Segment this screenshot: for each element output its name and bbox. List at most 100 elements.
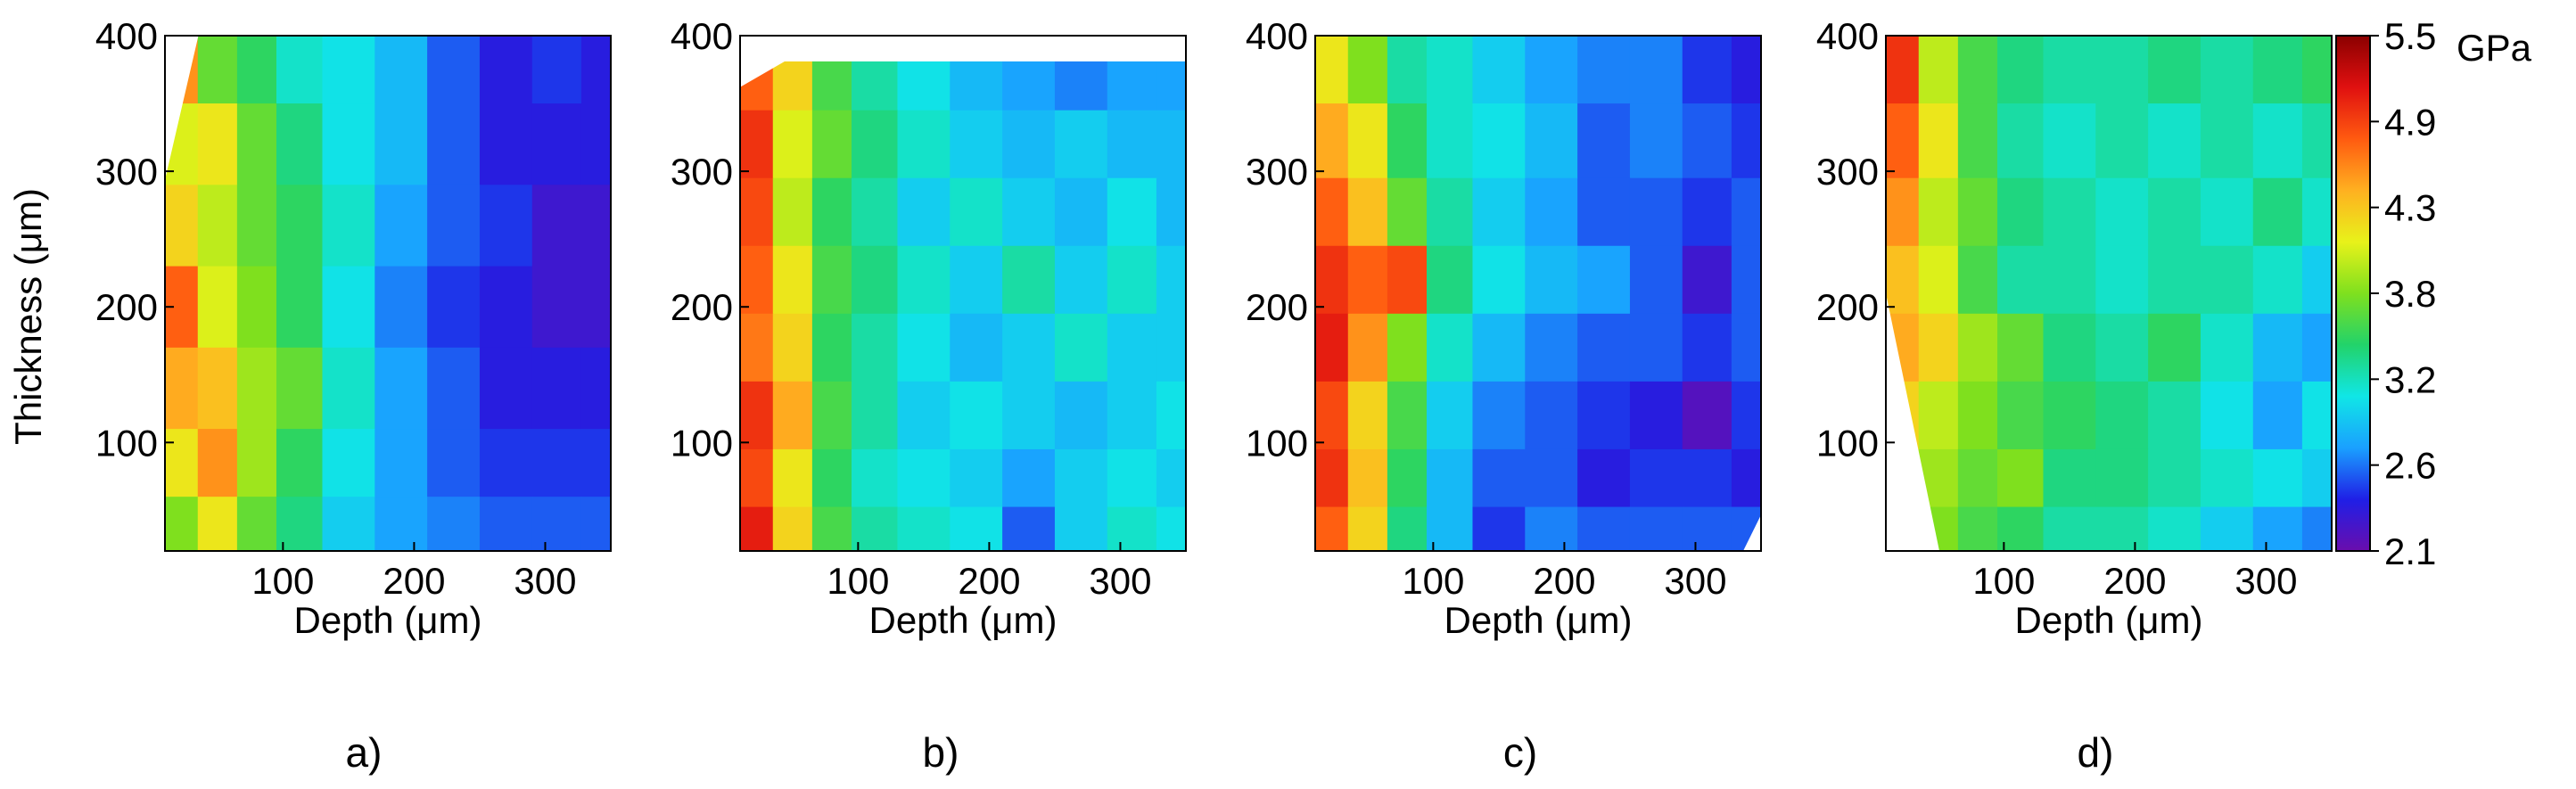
heatmap-cell: [1629, 177, 1683, 247]
heatmap-cell: [1918, 381, 1959, 450]
heatmap-cell: [531, 429, 582, 497]
heatmap-cell: [1629, 245, 1683, 315]
heatmap-cell: [1315, 381, 1349, 450]
heatmap-cell: [2148, 245, 2202, 315]
heatmap-cell: [165, 497, 199, 551]
heatmap-cell: [1002, 313, 1056, 382]
heatmap-cell: [2095, 381, 2149, 450]
heatmap-cell: [1682, 245, 1732, 315]
heatmap-cell: [276, 266, 324, 349]
heatmap-cell: [2043, 103, 2096, 179]
x-tick-label: 200: [958, 560, 1020, 602]
heatmap-cell: [740, 177, 774, 247]
heatmap-cell: [950, 506, 1003, 551]
heatmap-cell: [2148, 506, 2202, 551]
heatmap-cell: [1387, 313, 1428, 382]
heatmap-cell: [374, 266, 428, 349]
heatmap-cell: [1472, 381, 1526, 450]
heatmap-cell: [1682, 177, 1732, 247]
heatmap-cell: [1629, 506, 1683, 551]
heatmap-cell: [2043, 381, 2096, 450]
heatmap-cell: [1347, 103, 1388, 179]
heatmap-cell: [1315, 245, 1349, 315]
heatmap-cell: [1156, 313, 1186, 382]
heatmap-cell: [852, 177, 899, 247]
heatmap-cell: [479, 347, 533, 430]
colorbar-tick-label: 4.9: [2384, 101, 2436, 143]
heatmap-cell: [2301, 381, 2332, 450]
panel-label: a): [346, 729, 383, 776]
x-tick-label: 200: [2103, 560, 2166, 602]
heatmap-cell: [2301, 36, 2332, 104]
heatmap-cell: [2301, 177, 2332, 247]
heatmap-cell: [2252, 245, 2303, 315]
heatmap-cell: [897, 110, 951, 179]
heatmap-cell: [1918, 103, 1959, 179]
heatmap-cell: [276, 497, 324, 551]
heatmap-cell: [165, 429, 199, 497]
heatmap-cell: [236, 185, 277, 267]
heatmap-cell: [1472, 448, 1526, 508]
heatmap-cell: [740, 381, 774, 450]
heatmap-cell: [1387, 103, 1428, 179]
heatmap-cell: [479, 185, 533, 267]
heatmap-cell: [2252, 313, 2303, 382]
heatmap-cell: [1997, 381, 2045, 450]
heatmap-cell: [479, 429, 533, 497]
heatmap-cell: [374, 103, 428, 185]
heatmap-cell: [2043, 448, 2096, 508]
heatmap-cell: [1997, 177, 2045, 247]
heatmap-cell: [1002, 110, 1056, 179]
heatmap-cell: [1525, 381, 1578, 450]
y-tick-label: 200: [1246, 286, 1308, 328]
heatmap-cell: [1472, 36, 1526, 104]
heatmap-cell: [1957, 313, 1998, 382]
heatmap-cell: [1107, 177, 1157, 247]
heatmap-cell: [1315, 448, 1349, 508]
y-tick-label: 200: [95, 286, 158, 328]
heatmap-cell: [1156, 448, 1186, 508]
heatmap-cell: [1002, 506, 1056, 551]
colorbar-bar: [2335, 35, 2371, 552]
heatmap-cell: [1472, 245, 1526, 315]
heatmap-cell: [276, 36, 324, 104]
heatmap-cell: [1577, 103, 1631, 179]
heatmap-cell: [1002, 177, 1056, 247]
heatmap-cell: [1054, 177, 1108, 247]
heatmap-cell: [740, 110, 774, 179]
heatmap-cell: [580, 36, 611, 104]
heatmap-cell: [1156, 177, 1186, 247]
heatmap-cell: [2252, 177, 2303, 247]
heatmap-cell: [1347, 313, 1388, 382]
heatmap-cell: [1957, 506, 1998, 551]
heatmap-cell: [1315, 177, 1349, 247]
y-tick-label: 200: [671, 286, 733, 328]
heatmap-cell: [1107, 110, 1157, 179]
heatmap-cell: [531, 266, 582, 349]
heatmap-cell: [2148, 381, 2202, 450]
heatmap-cell: [1387, 381, 1428, 450]
heatmap-cell: [2148, 313, 2202, 382]
heatmap-cell: [197, 185, 238, 267]
heatmap-cell: [1577, 36, 1631, 104]
x-axis-title: Depth (μm): [1444, 599, 1633, 641]
heatmap-cell: [374, 429, 428, 497]
heatmap-cell: [1957, 448, 1998, 508]
heatmap-cell: [1315, 506, 1349, 551]
heatmap-cell: [1918, 36, 1959, 104]
heatmap-cell: [427, 103, 481, 185]
y-tick-label: 400: [1246, 15, 1308, 57]
heatmap-cell: [811, 245, 852, 315]
y-tick-label: 100: [671, 422, 733, 464]
heatmap-cell: [236, 347, 277, 430]
heatmap-cell: [1682, 103, 1732, 179]
x-tick-label: 300: [2234, 560, 2297, 602]
heatmap-cell: [811, 110, 852, 179]
heatmap-cell: [852, 313, 899, 382]
heatmap-cell: [1107, 448, 1157, 508]
heatmap-cell: [2200, 381, 2254, 450]
heatmap-cell: [1427, 448, 1474, 508]
y-tick-label: 400: [95, 15, 158, 57]
heatmap-cell: [950, 110, 1003, 179]
heatmap-cell: [427, 266, 481, 349]
